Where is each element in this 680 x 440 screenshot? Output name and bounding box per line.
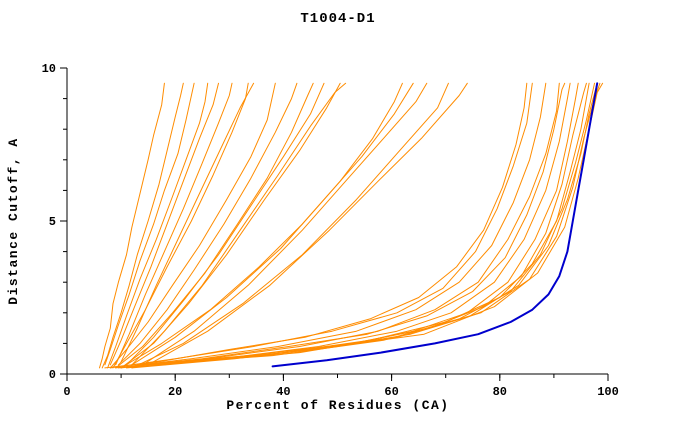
model-curve: [126, 82, 571, 369]
x-tick-label: 20: [168, 385, 182, 399]
model-curve: [126, 82, 325, 366]
chart-title: T1004-D1: [300, 11, 375, 27]
x-tick-label: 100: [597, 385, 619, 399]
model-curve: [115, 82, 233, 366]
y-axis-label: Distance Cutoff, A: [6, 137, 21, 304]
model-curve: [163, 82, 604, 366]
y-tick-label: 10: [42, 62, 56, 76]
model-curve: [131, 82, 347, 366]
x-tick-label: 0: [63, 385, 70, 399]
model-curve: [120, 82, 341, 369]
model-curve: [142, 82, 590, 366]
model-curve: [112, 82, 249, 369]
model-curve: [109, 82, 533, 369]
model-curve: [142, 82, 428, 366]
model-curve: [104, 82, 528, 369]
model-curve: [115, 82, 547, 369]
model-curve: [101, 82, 184, 369]
x-axis-label: Percent of Residues (CA): [226, 398, 449, 413]
x-tick-label: 80: [493, 385, 507, 399]
y-tick-label: 5: [49, 215, 56, 229]
model-curve: [107, 82, 209, 369]
tick-labels: 0 20 40 60 80 100 0 5 10: [42, 62, 619, 399]
model-curve: [99, 82, 165, 369]
model-curve: [109, 82, 219, 366]
best-model-curve: [271, 82, 599, 368]
model-curve: [131, 82, 449, 369]
y-tick-label: 0: [49, 368, 56, 382]
x-tick-label: 60: [384, 385, 398, 399]
model-curve: [147, 82, 468, 366]
axes: [60, 67, 609, 381]
model-curves: [99, 82, 604, 369]
model-curve: [120, 82, 560, 369]
model-curve: [117, 82, 566, 369]
model-curve: [104, 82, 195, 366]
model-curve: [109, 82, 276, 369]
model-curve: [117, 82, 298, 366]
x-tick-label: 40: [276, 385, 290, 399]
model-curve: [120, 82, 255, 363]
model-curve: [131, 82, 414, 366]
model-curve: [115, 82, 314, 369]
